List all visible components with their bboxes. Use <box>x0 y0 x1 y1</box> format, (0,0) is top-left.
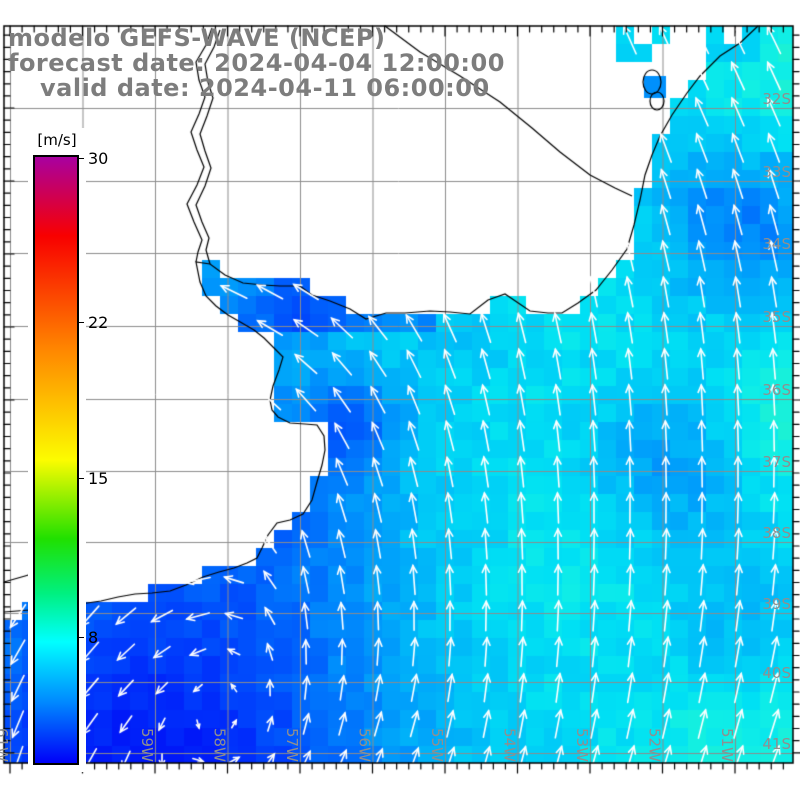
lon-label-61W: 61W <box>0 728 11 762</box>
colorbar: [m/s] <box>28 128 86 772</box>
colorbar-gradient <box>33 155 79 765</box>
lat-label-34S: 34S <box>762 235 791 253</box>
lon-label-59W: 59W <box>138 728 156 762</box>
lon-label-54W: 54W <box>500 728 519 762</box>
lat-label-39S: 39S <box>762 595 791 613</box>
colorbar-tick-mark <box>79 322 84 323</box>
lon-label-57W: 57W <box>283 728 301 762</box>
lon-label-53W: 53W <box>573 728 591 762</box>
colorbar-tick-8: 8 <box>88 628 99 647</box>
colorbar-tick-22: 22 <box>88 313 109 332</box>
colorbar-tick-mark <box>79 637 84 638</box>
lon-label-55W: 55W <box>428 728 446 762</box>
lat-label-36S: 36S <box>762 381 791 399</box>
colorbar-tick-mark <box>79 158 84 159</box>
colorbar-unit-label: [m/s] <box>37 131 77 149</box>
colorbar-tick-15: 15 <box>88 469 109 488</box>
lat-label-37S: 37S <box>762 453 791 471</box>
lat-label-41S: 41S <box>762 735 791 753</box>
lat-label-38S: 38S <box>762 524 791 542</box>
lat-label-32S: 32S <box>762 90 791 108</box>
lon-label-56W: 56W <box>355 728 374 762</box>
colorbar-tick-30: 30 <box>88 149 109 168</box>
lon-label-51W: 51W <box>718 728 736 762</box>
lon-label-52W: 52W <box>645 728 664 762</box>
lat-label-35S: 35S <box>762 308 791 326</box>
colorbar-tick-mark <box>79 478 84 479</box>
lat-label-33S: 33S <box>762 163 791 181</box>
lat-label-40S: 40S <box>762 664 791 682</box>
lon-label-58W: 58W <box>210 728 229 762</box>
